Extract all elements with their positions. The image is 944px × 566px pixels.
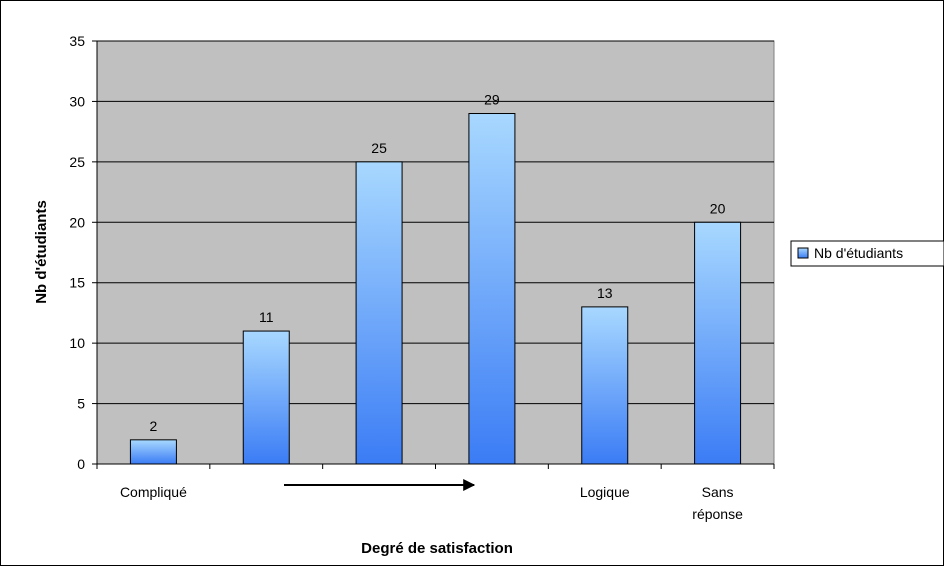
- bar: [468, 113, 516, 465]
- x-axis-title: Degré de satisfaction: [361, 540, 513, 557]
- bar: [129, 439, 177, 465]
- y-axis-ticks: 0 5 10 15 20 25 30 35: [69, 33, 97, 472]
- y-axis-title: Nb d'étudiants: [33, 200, 50, 304]
- legend: Nb d'étudiants: [790, 240, 944, 267]
- y-tick-label: 20: [69, 214, 85, 230]
- bar: [242, 330, 290, 465]
- bar: [355, 161, 403, 465]
- y-tick-label: 15: [69, 275, 85, 291]
- category-label: Logique: [580, 484, 630, 500]
- bar: [581, 306, 629, 465]
- y-tick-label: 35: [69, 33, 85, 49]
- legend-label: Nb d'étudiants: [814, 245, 903, 261]
- y-tick-label: 30: [69, 93, 85, 109]
- category-label: réponse: [692, 506, 743, 522]
- data-labels: 2 11 25 29 13 20: [150, 92, 726, 434]
- bars: [129, 113, 742, 465]
- gridlines: [97, 40, 774, 405]
- data-label: 13: [597, 285, 613, 301]
- y-tick-label: 0: [77, 456, 85, 472]
- data-label: 20: [710, 200, 726, 216]
- plot-area: [96, 40, 775, 465]
- data-label: 29: [484, 92, 500, 108]
- data-label: 2: [150, 418, 158, 434]
- y-tick-label: 5: [77, 396, 85, 412]
- bar: [694, 221, 742, 465]
- category-label: Sans: [702, 484, 734, 500]
- category-label: Compliqué: [120, 484, 187, 500]
- category-labels: Compliqué Logique Sans réponse: [120, 484, 743, 522]
- legend-box: [790, 240, 944, 267]
- x-axis-ticks: [96, 464, 775, 469]
- y-tick-label: 25: [69, 154, 85, 170]
- legend-swatch: [797, 247, 809, 259]
- y-tick-label: 10: [69, 335, 85, 351]
- data-label: 25: [371, 140, 387, 156]
- data-label: 11: [259, 309, 274, 325]
